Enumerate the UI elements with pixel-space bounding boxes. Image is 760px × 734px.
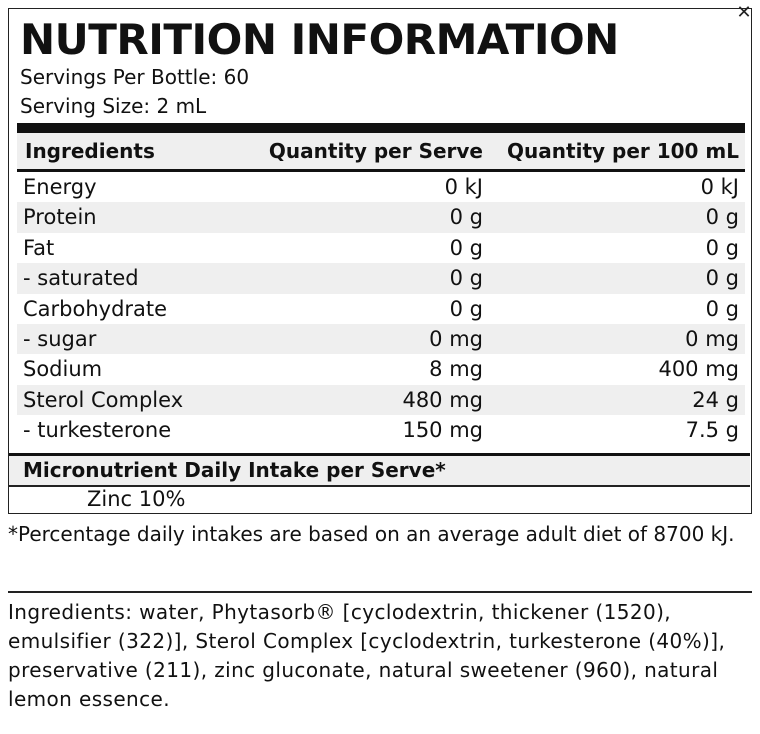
- table-row: Sterol Complex 480 mg 24 g: [17, 384, 745, 416]
- table-row: Carbohydrate 0 g 0 g: [17, 294, 745, 324]
- table-row: Sodium 8 mg 400 mg: [17, 354, 745, 384]
- row-per-serve: 150 mg: [402, 418, 483, 443]
- panel-title: NUTRITION INFORMATION: [20, 15, 619, 64]
- table-row: Energy 0 kJ 0 kJ: [17, 172, 745, 202]
- header-per-serve: Quantity per Serve: [268, 139, 483, 163]
- row-per-serve: 0 g: [449, 235, 483, 260]
- row-name: Protein: [23, 205, 97, 230]
- header-per-100ml: Quantity per 100 mL: [507, 139, 739, 163]
- row-name: Fat: [23, 235, 55, 260]
- row-name: Carbohydrate: [23, 296, 168, 321]
- row-per-100ml: 0 mg: [685, 326, 739, 351]
- title-divider: [17, 123, 745, 133]
- row-per-serve: 0 mg: [429, 326, 483, 351]
- row-per-serve: 8 mg: [429, 357, 483, 382]
- ingredients-list: Ingredients: water, Phytasorb® [cyclodex…: [8, 600, 726, 711]
- servings-per-bottle: Servings Per Bottle: 60: [20, 65, 250, 89]
- row-per-100ml: 24 g: [692, 387, 739, 412]
- micro-divider: [9, 453, 750, 456]
- row-per-serve: 0 g: [449, 266, 483, 291]
- row-per-serve: 0 g: [449, 205, 483, 230]
- row-name: - saturated: [23, 266, 139, 291]
- micronutrient-item: Zinc 10%: [87, 487, 186, 511]
- row-name: - turkesterone: [23, 418, 172, 443]
- row-name: Energy: [23, 175, 97, 199]
- nutrition-table: Ingredients Quantity per Serve Quantity …: [17, 133, 745, 446]
- row-per-100ml: 400 mg: [658, 357, 739, 382]
- table-row: - sugar 0 mg 0 mg: [17, 323, 745, 355]
- table-row: - turkesterone 150 mg 7.5 g: [17, 415, 745, 445]
- row-per-100ml: 0 g: [705, 296, 739, 321]
- micronutrient-title: Micronutrient Daily Intake per Serve*: [23, 458, 446, 482]
- row-per-100ml: 7.5 g: [685, 418, 739, 443]
- row-per-serve: 480 mg: [402, 387, 483, 412]
- micro-header-divider: [9, 485, 750, 487]
- row-name: Sodium: [23, 357, 103, 382]
- row-name: - sugar: [23, 326, 97, 351]
- micronutrient-header: Micronutrient Daily Intake per Serve*: [9, 456, 750, 486]
- footnote: *Percentage daily intakes are based on a…: [8, 522, 735, 546]
- table-row: - saturated 0 g 0 g: [17, 263, 745, 294]
- nutrition-panel: NUTRITION INFORMATION Servings Per Bottl…: [8, 8, 752, 514]
- row-per-serve: 0 g: [449, 296, 483, 321]
- header-divider: [17, 169, 745, 172]
- row-per-100ml: 0 g: [705, 205, 739, 230]
- row-per-100ml: 0 kJ: [700, 175, 739, 199]
- header-ingredients: Ingredients: [25, 139, 155, 163]
- serving-size: Serving Size: 2 mL: [20, 94, 207, 118]
- table-header: Ingredients Quantity per Serve Quantity …: [17, 133, 745, 169]
- table-row: Fat 0 g 0 g: [17, 233, 745, 263]
- row-per-100ml: 0 g: [705, 235, 739, 260]
- section-divider: [8, 591, 752, 593]
- table-row: Protein 0 g 0 g: [17, 202, 745, 233]
- row-name: Sterol Complex: [23, 387, 184, 412]
- row-per-serve: 0 kJ: [444, 175, 483, 199]
- row-per-100ml: 0 g: [705, 266, 739, 291]
